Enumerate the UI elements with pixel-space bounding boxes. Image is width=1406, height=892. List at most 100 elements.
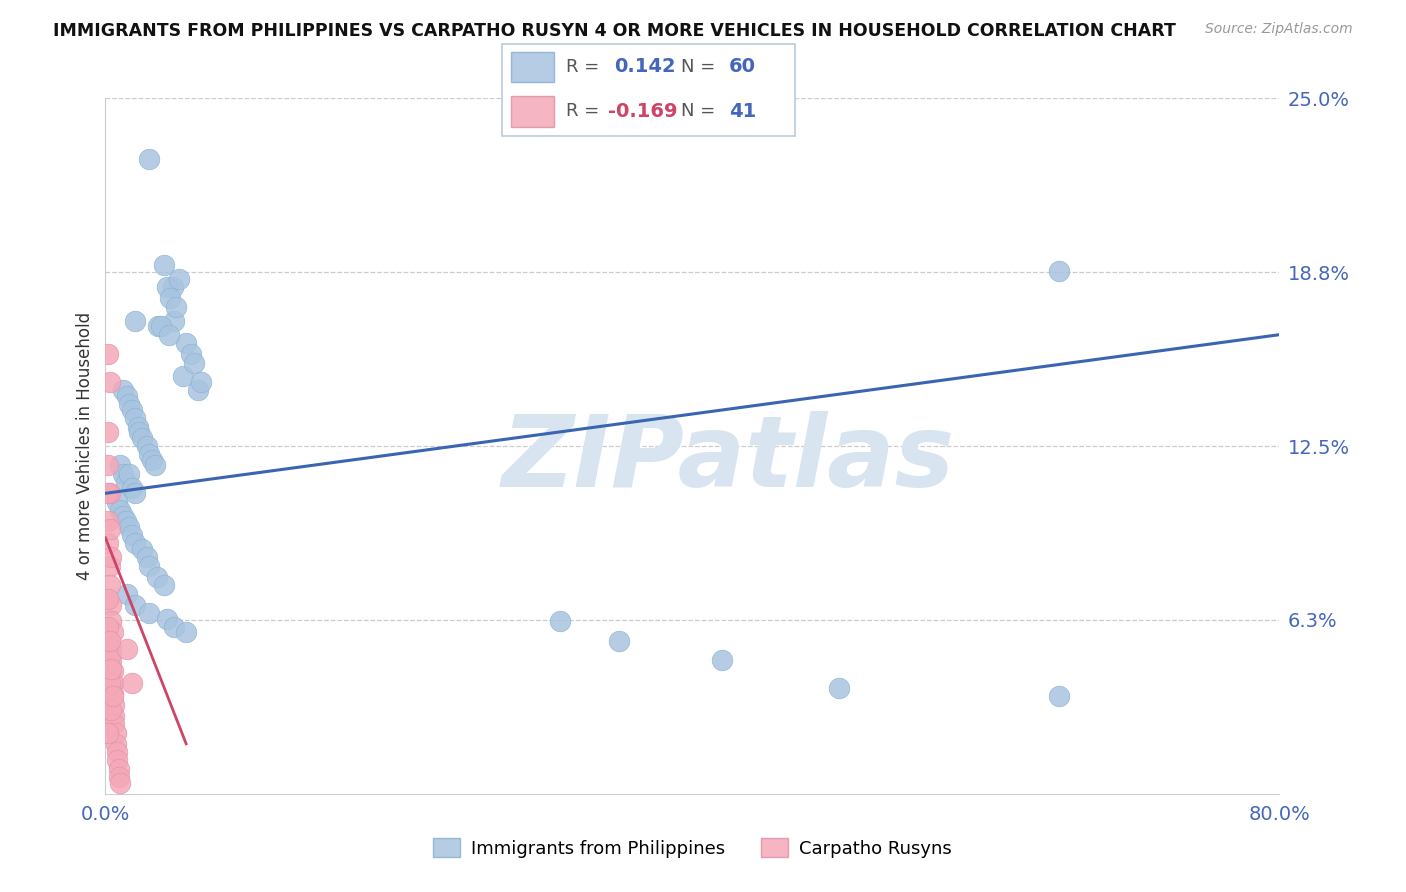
Point: [101, 675, 124, 690]
Point: [97, 514, 120, 528]
FancyBboxPatch shape: [502, 44, 796, 136]
Point: [167, 272, 190, 286]
Point: [112, 384, 135, 398]
Point: [98, 578, 121, 592]
Point: [103, 698, 125, 712]
Point: [124, 536, 146, 550]
Point: [159, 292, 181, 306]
Point: [98, 633, 121, 648]
Point: [138, 447, 160, 461]
Point: [97, 347, 120, 361]
Point: [101, 690, 124, 704]
Text: Source: ZipAtlas.com: Source: ZipAtlas.com: [1205, 22, 1353, 37]
Point: [112, 508, 135, 523]
Point: [148, 319, 170, 334]
FancyBboxPatch shape: [512, 52, 554, 82]
Point: [118, 519, 141, 533]
Point: [1047, 690, 1070, 704]
Point: [118, 397, 141, 411]
Point: [127, 419, 149, 434]
Point: [98, 648, 121, 662]
Point: [550, 615, 572, 629]
Point: [153, 258, 176, 272]
Point: [98, 523, 121, 537]
Text: R =: R =: [565, 103, 605, 120]
Point: [121, 402, 143, 417]
Point: [98, 486, 121, 500]
Point: [97, 725, 120, 739]
Point: [156, 611, 179, 625]
Point: [97, 458, 120, 473]
Text: -0.169: -0.169: [607, 102, 678, 120]
Point: [117, 642, 139, 657]
Point: [131, 541, 153, 556]
Point: [117, 389, 139, 403]
Point: [174, 336, 197, 351]
Point: [162, 280, 184, 294]
Point: [828, 681, 851, 695]
Point: [97, 620, 120, 634]
Y-axis label: 4 or more Vehicles in Household: 4 or more Vehicles in Household: [76, 312, 94, 580]
Point: [143, 458, 166, 473]
Point: [190, 375, 212, 389]
Point: [101, 665, 124, 679]
Point: [124, 486, 146, 500]
Point: [124, 598, 146, 612]
Point: [138, 558, 160, 573]
Point: [174, 625, 197, 640]
Point: [103, 717, 125, 731]
Point: [100, 615, 122, 629]
Point: [107, 762, 129, 776]
Point: [100, 703, 122, 717]
Point: [97, 536, 120, 550]
Point: [108, 503, 131, 517]
Text: 0.142: 0.142: [614, 57, 676, 77]
Point: [153, 578, 176, 592]
Point: [180, 347, 202, 361]
Text: N =: N =: [681, 58, 720, 76]
Point: [117, 586, 139, 600]
Point: [146, 570, 169, 584]
Point: [138, 153, 160, 167]
Point: [98, 558, 121, 573]
Point: [138, 606, 160, 620]
Point: [100, 550, 122, 565]
Point: [163, 314, 186, 328]
Point: [135, 550, 157, 565]
Point: [100, 653, 122, 667]
Point: [607, 633, 630, 648]
Point: [124, 411, 146, 425]
Point: [100, 598, 122, 612]
FancyBboxPatch shape: [512, 95, 554, 127]
Point: [163, 620, 186, 634]
Point: [107, 770, 129, 784]
Point: [98, 675, 121, 690]
Legend: Immigrants from Philippines, Carpatho Rusyns: Immigrants from Philippines, Carpatho Ru…: [426, 831, 959, 865]
Point: [710, 653, 733, 667]
Point: [100, 662, 122, 676]
Point: [103, 709, 125, 723]
Point: [121, 528, 143, 542]
Point: [101, 625, 124, 640]
Point: [101, 687, 124, 701]
Point: [100, 642, 122, 657]
Point: [124, 314, 146, 328]
Point: [1047, 263, 1070, 277]
Point: [141, 453, 163, 467]
Point: [115, 514, 138, 528]
Point: [104, 725, 127, 739]
Point: [165, 300, 187, 314]
Point: [172, 369, 194, 384]
Text: R =: R =: [565, 58, 605, 76]
Point: [121, 481, 143, 495]
Text: 60: 60: [728, 57, 756, 77]
Point: [108, 458, 131, 473]
Point: [97, 486, 120, 500]
Point: [128, 425, 150, 439]
Point: [97, 592, 120, 607]
Point: [98, 375, 121, 389]
Text: 41: 41: [728, 102, 756, 120]
Point: [121, 675, 143, 690]
Point: [105, 754, 128, 768]
Point: [115, 475, 138, 490]
